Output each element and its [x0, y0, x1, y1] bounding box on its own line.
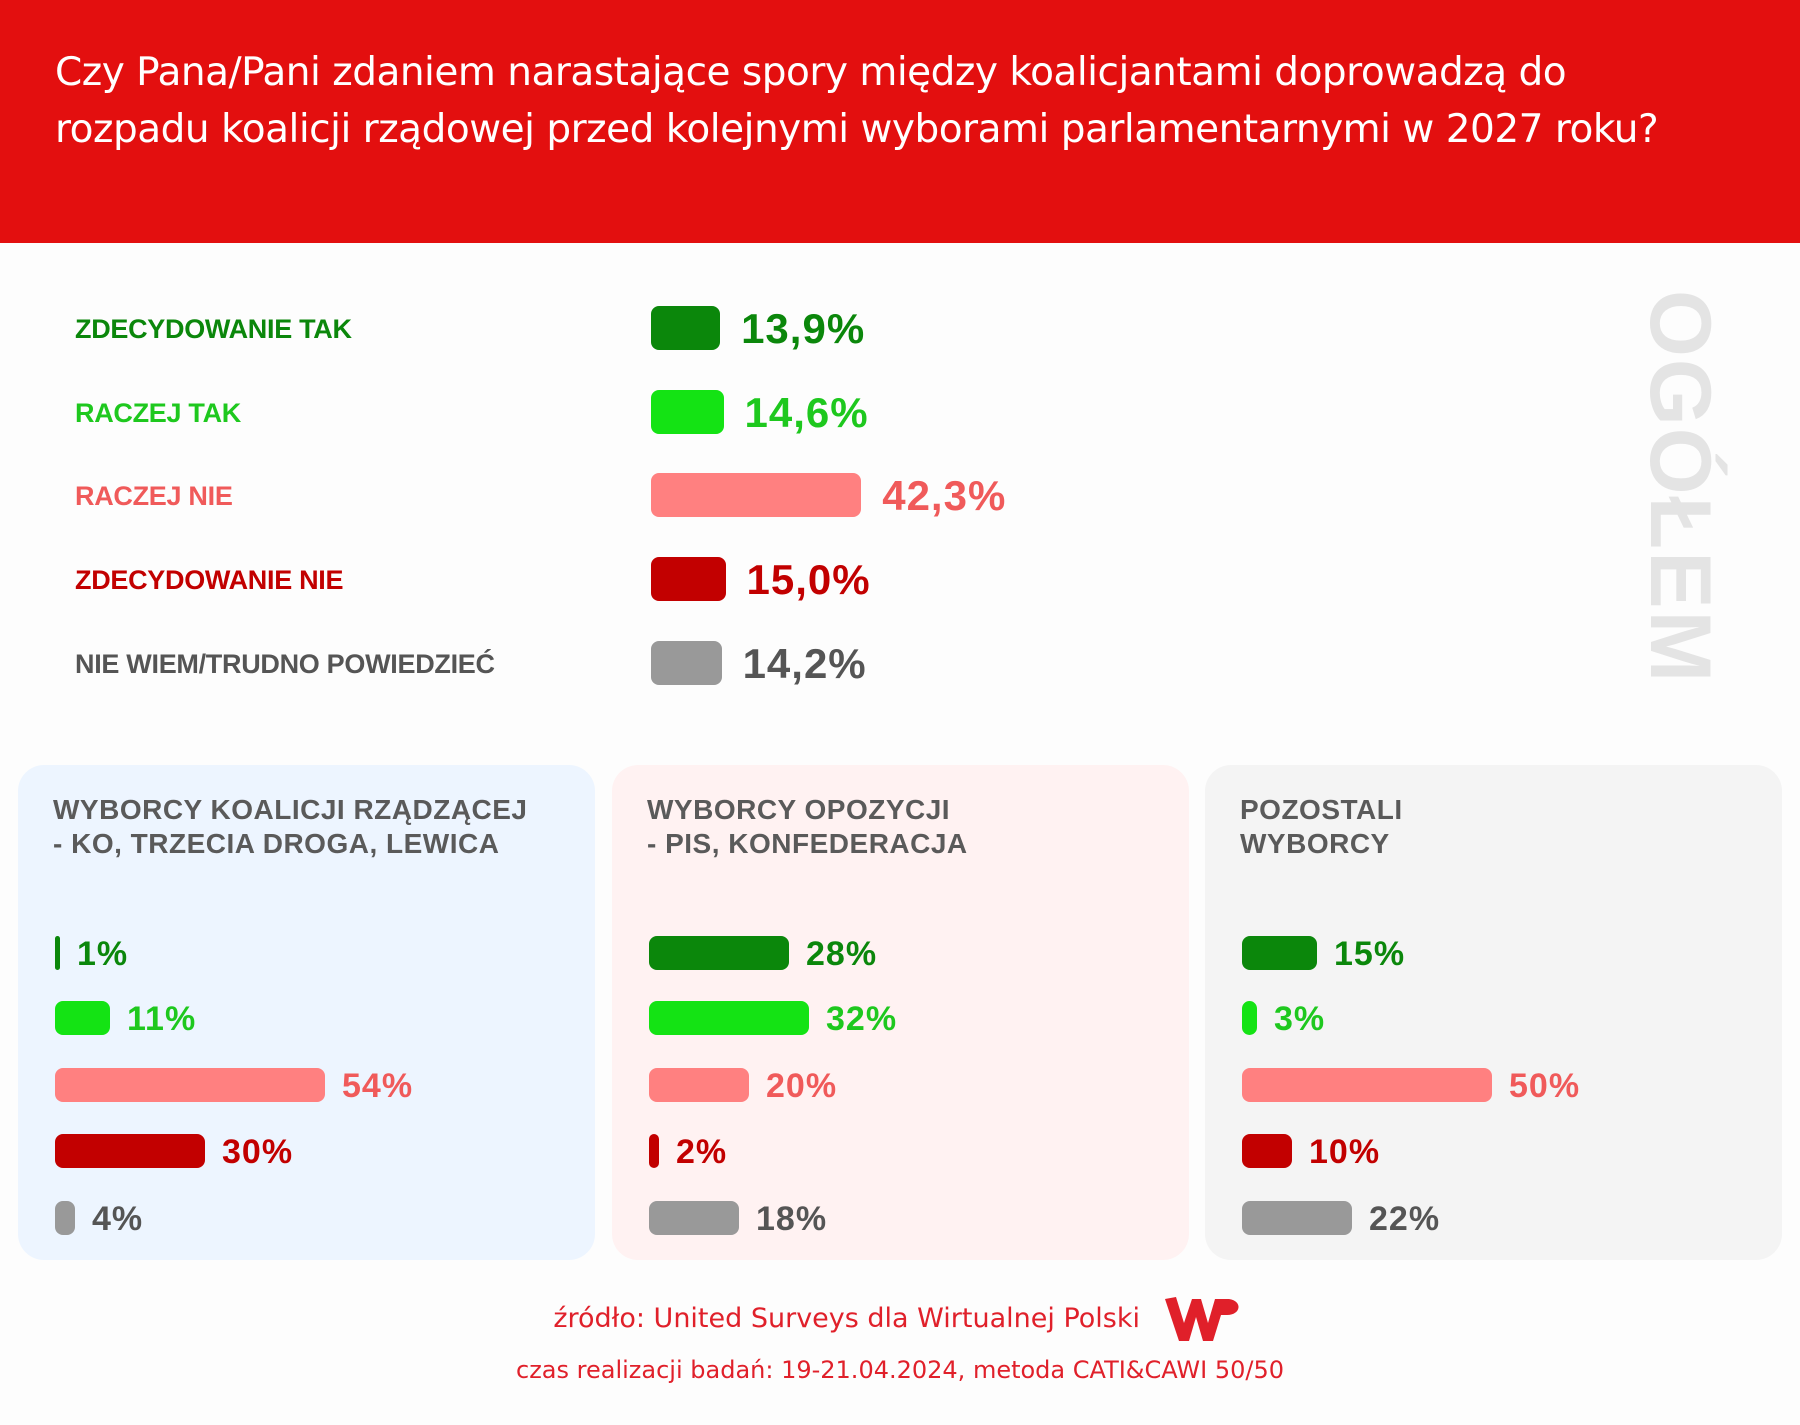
- wp-logo: [1163, 1295, 1245, 1350]
- panel-title-line: - KO, TRZECIA DROGA, LEWICA: [53, 828, 500, 859]
- chart-title: Czy Pana/Pani zdaniem narastające spory …: [55, 50, 1659, 152]
- category-label: RACZEJ TAK: [75, 398, 242, 428]
- segment-bar: [55, 1068, 325, 1102]
- panel-row: 20%: [649, 1067, 1169, 1105]
- panel-title-line: POZOSTALI: [1240, 794, 1403, 825]
- segment-value-label: 15%: [1334, 935, 1406, 973]
- panel-row: 2%: [649, 1133, 1169, 1171]
- segment-bar: [1242, 1134, 1292, 1168]
- segment-value-label: 22%: [1369, 1200, 1441, 1238]
- overall-bar: [651, 557, 726, 601]
- segment-value-label: 30%: [222, 1133, 294, 1171]
- segment-value-label: 54%: [342, 1067, 414, 1105]
- source-text: źródło: United Surveys dla Wirtualnej Po…: [553, 1303, 1140, 1334]
- segment-bar: [1242, 1201, 1352, 1235]
- overall-bar: [651, 390, 724, 434]
- segment-bar: [55, 1134, 205, 1168]
- segment-value-label: 10%: [1309, 1133, 1381, 1171]
- segment-bar: [649, 1134, 659, 1168]
- overall-bar: [651, 473, 862, 517]
- panel-title-line: WYBORCY: [1240, 828, 1390, 859]
- overall-bar: [651, 306, 721, 350]
- overall-row: RACZEJ NIE 42,3%: [0, 472, 1500, 519]
- overall-row: ZDECYDOWANIE NIE 15,0%: [0, 556, 1500, 603]
- panel-row: 50%: [1242, 1067, 1762, 1105]
- segment-value-label: 2%: [676, 1133, 728, 1171]
- method-text: czas realizacji badań: 19-21.04.2024, me…: [516, 1356, 1284, 1384]
- segment-value-label: 18%: [756, 1200, 828, 1238]
- segment-bar: [55, 936, 60, 970]
- panel-row: 28%: [649, 935, 1169, 973]
- panel-title-line: WYBORCY KOALICJI RZĄDZĄCEJ: [53, 794, 528, 825]
- panel-row: 22%: [1242, 1200, 1762, 1238]
- category-label: ZDECYDOWANIE TAK: [75, 314, 352, 344]
- segment-bar: [1242, 1068, 1492, 1102]
- segment-panel: WYBORCY OPOZYCJI - PIS, KONFEDERACJA 28% …: [612, 765, 1189, 1260]
- panel-row: 30%: [55, 1133, 575, 1171]
- overall-value-label: 14,6%: [744, 389, 869, 436]
- overall-row: NIE WIEM/TRUDNO POWIEDZIEĆ 14,2%: [0, 640, 1500, 687]
- segment-value-label: 32%: [826, 1000, 898, 1038]
- overall-watermark: OGÓŁEM: [1632, 290, 1728, 685]
- panel-row: 54%: [55, 1067, 575, 1105]
- segment-bar: [649, 1068, 749, 1102]
- panel-row: 4%: [55, 1200, 575, 1238]
- panel-title: POZOSTALI WYBORCY: [1240, 793, 1403, 861]
- overall-value-label: 15,0%: [746, 556, 871, 603]
- segment-bar: [55, 1201, 75, 1235]
- panel-row: 1%: [55, 935, 575, 973]
- panel-title: WYBORCY OPOZYCJI - PIS, KONFEDERACJA: [647, 793, 968, 861]
- overall-row: RACZEJ TAK 14,6%: [0, 389, 1500, 436]
- segment-bar: [649, 1001, 809, 1035]
- segment-value-label: 50%: [1509, 1067, 1581, 1105]
- segment-panel: WYBORCY KOALICJI RZĄDZĄCEJ - KO, TRZECIA …: [18, 765, 595, 1260]
- segment-value-label: 11%: [127, 1000, 197, 1038]
- panel-row: 15%: [1242, 935, 1762, 973]
- segment-value-label: 3%: [1274, 1000, 1326, 1038]
- category-label: RACZEJ NIE: [75, 481, 233, 511]
- overall-value-label: 14,2%: [742, 640, 867, 687]
- panel-row: 10%: [1242, 1133, 1762, 1171]
- segment-bar: [1242, 1001, 1257, 1035]
- overall-value-label: 42,3%: [882, 472, 1007, 519]
- panel-row: 32%: [649, 1000, 1169, 1038]
- overall-row: ZDECYDOWANIE TAK 13,9%: [0, 305, 1500, 352]
- segment-bar: [649, 936, 789, 970]
- panel-title-line: WYBORCY OPOZYCJI: [647, 794, 951, 825]
- category-label: ZDECYDOWANIE NIE: [75, 565, 344, 595]
- segment-panel: POZOSTALI WYBORCY 15% 3% 50% 10% 22%: [1205, 765, 1782, 1260]
- segment-bar: [1242, 936, 1317, 970]
- segment-value-label: 4%: [92, 1200, 144, 1238]
- overall-bar: [651, 641, 722, 685]
- segment-value-label: 28%: [806, 935, 878, 973]
- segment-bar: [55, 1001, 110, 1035]
- panel-title: WYBORCY KOALICJI RZĄDZĄCEJ - KO, TRZECIA …: [53, 793, 528, 861]
- panel-title-line: - PIS, KONFEDERACJA: [647, 828, 968, 859]
- panel-row: 11%: [55, 1000, 575, 1038]
- segment-bar: [649, 1201, 739, 1235]
- segment-value-label: 20%: [766, 1067, 838, 1105]
- segment-value-label: 1%: [77, 935, 129, 973]
- overall-value-label: 13,9%: [741, 305, 866, 352]
- header-banner: Czy Pana/Pani zdaniem narastające spory …: [0, 0, 1800, 243]
- panel-row: 18%: [649, 1200, 1169, 1238]
- category-label: NIE WIEM/TRUDNO POWIEDZIEĆ: [75, 649, 495, 679]
- panel-row: 3%: [1242, 1000, 1762, 1038]
